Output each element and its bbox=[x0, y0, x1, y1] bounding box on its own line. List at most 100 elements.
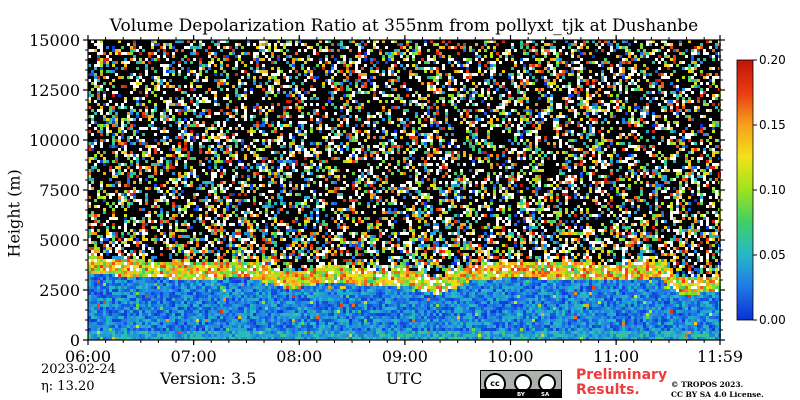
heatmap-cell bbox=[226, 325, 229, 328]
heatmap-cell bbox=[217, 259, 220, 262]
heatmap-cell bbox=[283, 304, 286, 307]
heatmap-cell bbox=[277, 142, 280, 145]
heatmap-cell bbox=[148, 154, 151, 157]
heatmap-cell bbox=[178, 142, 181, 145]
heatmap-cell bbox=[256, 325, 259, 328]
heatmap-cell bbox=[289, 91, 292, 94]
heatmap-cell bbox=[241, 103, 244, 106]
heatmap-cell bbox=[229, 262, 232, 265]
heatmap-cell bbox=[343, 106, 346, 109]
heatmap-cell bbox=[145, 283, 148, 286]
heatmap-cell bbox=[97, 94, 100, 97]
heatmap-cell bbox=[163, 109, 166, 112]
heatmap-cell bbox=[127, 118, 130, 121]
heatmap-cell bbox=[340, 121, 343, 124]
heatmap-cell bbox=[133, 283, 136, 286]
heatmap-cell bbox=[187, 295, 190, 298]
heatmap-cell bbox=[265, 319, 268, 322]
heatmap-cell bbox=[217, 46, 220, 49]
heatmap-cell bbox=[205, 97, 208, 100]
heatmap-cell bbox=[163, 70, 166, 73]
heatmap-cell bbox=[262, 40, 265, 43]
heatmap-cell bbox=[115, 124, 118, 127]
heatmap-cell bbox=[166, 199, 169, 202]
heatmap-cell bbox=[130, 298, 133, 301]
heatmap-cell bbox=[220, 289, 223, 292]
heatmap-cell bbox=[160, 325, 163, 328]
heatmap-cell bbox=[280, 253, 283, 256]
heatmap-cell bbox=[301, 283, 304, 286]
heatmap-cell bbox=[208, 274, 211, 277]
heatmap-cell bbox=[196, 289, 199, 292]
heatmap-cell bbox=[232, 250, 235, 253]
heatmap-cell bbox=[157, 88, 160, 91]
heatmap-cell bbox=[202, 322, 205, 325]
heatmap-cell bbox=[241, 325, 244, 328]
heatmap-cell bbox=[262, 286, 265, 289]
heatmap-cell bbox=[190, 109, 193, 112]
heatmap-cell bbox=[334, 85, 337, 88]
heatmap-cell bbox=[109, 334, 112, 337]
heatmap-cell bbox=[247, 322, 250, 325]
heatmap-cell bbox=[328, 250, 331, 253]
heatmap-cell bbox=[202, 181, 205, 184]
heatmap-cell bbox=[166, 277, 169, 280]
heatmap-cell bbox=[112, 214, 115, 217]
heatmap-cell bbox=[172, 103, 175, 106]
heatmap-cell bbox=[286, 43, 289, 46]
heatmap-cell bbox=[205, 268, 208, 271]
heatmap-cell bbox=[265, 223, 268, 226]
heatmap-cell bbox=[229, 331, 232, 334]
heatmap-cell bbox=[229, 265, 232, 268]
heatmap-cell bbox=[334, 190, 337, 193]
heatmap-cell bbox=[331, 172, 334, 175]
heatmap-cell bbox=[190, 277, 193, 280]
heatmap-cell bbox=[178, 283, 181, 286]
heatmap-cell bbox=[256, 244, 259, 247]
heatmap-cell bbox=[88, 310, 91, 313]
heatmap-cell bbox=[121, 247, 124, 250]
heatmap-cell bbox=[94, 325, 97, 328]
heatmap-cell bbox=[301, 322, 304, 325]
heatmap-cell bbox=[238, 238, 241, 241]
heatmap-cell bbox=[163, 331, 166, 334]
heatmap-cell bbox=[322, 319, 325, 322]
heatmap-cell bbox=[340, 313, 343, 316]
heatmap-cell bbox=[253, 199, 256, 202]
heatmap-cell bbox=[112, 259, 115, 262]
heatmap-cell bbox=[127, 115, 130, 118]
heatmap-cell bbox=[238, 187, 241, 190]
heatmap-cell bbox=[184, 181, 187, 184]
heatmap-cell bbox=[319, 253, 322, 256]
heatmap-cell bbox=[304, 166, 307, 169]
heatmap-cell bbox=[322, 256, 325, 259]
heatmap-cell bbox=[184, 223, 187, 226]
heatmap-cell bbox=[250, 214, 253, 217]
heatmap-cell bbox=[304, 310, 307, 313]
heatmap-cell bbox=[193, 193, 196, 196]
heatmap-cell bbox=[217, 271, 220, 274]
heatmap-cell bbox=[328, 49, 331, 52]
heatmap-cell bbox=[310, 316, 313, 319]
heatmap-cell bbox=[217, 241, 220, 244]
heatmap-cell bbox=[331, 319, 334, 322]
heatmap-cell bbox=[301, 163, 304, 166]
heatmap-cell bbox=[106, 88, 109, 91]
heatmap-cell bbox=[127, 193, 130, 196]
heatmap-cell bbox=[226, 46, 229, 49]
heatmap-cell bbox=[274, 277, 277, 280]
heatmap-cell bbox=[211, 322, 214, 325]
heatmap-cell bbox=[247, 286, 250, 289]
heatmap-cell bbox=[310, 310, 313, 313]
heatmap-cell bbox=[283, 286, 286, 289]
heatmap-cell bbox=[106, 295, 109, 298]
heatmap-cell bbox=[253, 337, 256, 340]
heatmap-cell bbox=[253, 106, 256, 109]
heatmap-cell bbox=[340, 61, 343, 64]
heatmap-cell bbox=[280, 133, 283, 136]
heatmap-cell bbox=[307, 334, 310, 337]
heatmap-cell bbox=[247, 52, 250, 55]
heatmap-cell bbox=[259, 148, 262, 151]
heatmap-cell bbox=[130, 289, 133, 292]
heatmap-cell bbox=[259, 166, 262, 169]
